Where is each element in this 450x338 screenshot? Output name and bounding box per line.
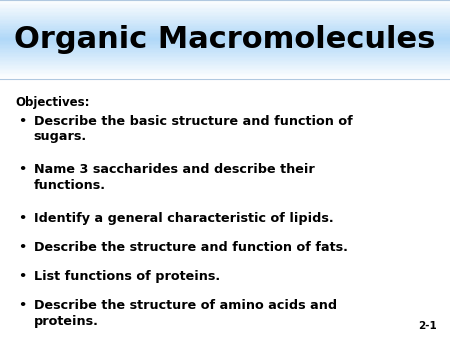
Text: •: • <box>18 299 27 312</box>
Bar <box>0 5 450 7</box>
Bar <box>0 78 450 79</box>
Bar <box>0 45 450 46</box>
Bar <box>0 28 450 29</box>
Text: •: • <box>18 164 27 176</box>
Bar <box>0 61 450 62</box>
Text: •: • <box>18 270 27 283</box>
Bar <box>0 7 450 8</box>
Bar <box>0 13 450 15</box>
Bar <box>0 55 450 57</box>
Text: 2-1: 2-1 <box>418 321 436 331</box>
Bar <box>0 73 450 74</box>
Bar <box>0 37 450 39</box>
Bar <box>0 62 450 64</box>
Bar <box>0 9 450 10</box>
Bar <box>0 25 450 26</box>
Bar <box>0 77 450 78</box>
Bar <box>0 34 450 36</box>
Bar <box>0 26 450 28</box>
Bar <box>0 30 450 32</box>
Text: Name 3 saccharides and describe their
functions.: Name 3 saccharides and describe their fu… <box>34 164 315 192</box>
Bar <box>0 72 450 73</box>
Bar <box>0 44 450 45</box>
Text: Describe the basic structure and function of
sugars.: Describe the basic structure and functio… <box>34 115 352 143</box>
Bar <box>0 48 450 49</box>
Bar <box>0 1 450 3</box>
Bar <box>0 12 450 13</box>
Bar <box>0 32 450 33</box>
Bar <box>0 15 450 16</box>
Text: Organic Macromolecules: Organic Macromolecules <box>14 25 436 54</box>
Bar <box>0 68 450 69</box>
Bar <box>0 42 450 44</box>
Bar <box>0 66 450 68</box>
Bar <box>0 74 450 75</box>
Text: Objectives:: Objectives: <box>16 96 90 109</box>
Bar <box>0 65 450 66</box>
Bar <box>0 20 450 21</box>
Bar <box>0 59 450 61</box>
Bar <box>0 69 450 70</box>
Bar <box>0 4 450 5</box>
Bar <box>0 57 450 58</box>
Bar <box>0 29 450 30</box>
Bar <box>0 33 450 34</box>
Text: •: • <box>18 241 27 254</box>
Bar <box>0 70 450 72</box>
Bar <box>0 16 450 17</box>
Bar <box>0 39 450 40</box>
Bar <box>0 64 450 65</box>
Bar <box>0 8 450 9</box>
Bar <box>0 40 450 41</box>
Bar <box>0 3 450 4</box>
Bar <box>0 46 450 48</box>
Text: Describe the structure and function of fats.: Describe the structure and function of f… <box>34 241 347 254</box>
Bar <box>0 36 450 37</box>
Bar <box>0 58 450 59</box>
Bar <box>0 54 450 55</box>
Text: Identify a general characteristic of lipids.: Identify a general characteristic of lip… <box>34 212 333 225</box>
Bar <box>0 49 450 50</box>
Bar <box>0 23 450 24</box>
Bar <box>0 17 450 19</box>
Bar <box>0 75 450 77</box>
Bar <box>0 50 450 52</box>
Bar <box>0 10 450 12</box>
Bar <box>0 19 450 20</box>
Bar <box>0 53 450 54</box>
Text: List functions of proteins.: List functions of proteins. <box>34 270 220 283</box>
Text: •: • <box>18 115 27 128</box>
Text: •: • <box>18 212 27 225</box>
Text: Describe the structure of amino acids and
proteins.: Describe the structure of amino acids an… <box>34 299 337 328</box>
Bar <box>0 52 450 53</box>
Bar <box>0 24 450 25</box>
Bar <box>0 21 450 23</box>
Bar <box>0 41 450 42</box>
Bar <box>0 0 450 1</box>
